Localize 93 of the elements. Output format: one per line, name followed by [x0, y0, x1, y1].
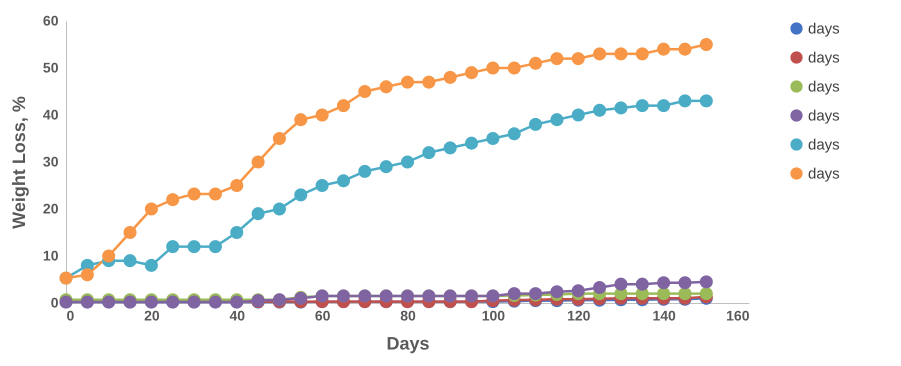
legend-label: days	[808, 78, 840, 96]
point	[465, 136, 478, 150]
point	[572, 108, 585, 122]
point	[422, 146, 436, 160]
point	[678, 42, 692, 56]
point	[444, 70, 457, 84]
point	[272, 132, 286, 146]
point	[444, 141, 457, 154]
point	[400, 76, 414, 89]
y-tick-label: 50	[42, 60, 59, 76]
point	[550, 113, 564, 126]
point	[678, 94, 692, 108]
point	[380, 160, 393, 174]
point	[593, 280, 606, 294]
point	[208, 240, 222, 254]
point	[593, 47, 606, 60]
point	[188, 187, 201, 200]
point	[144, 258, 158, 272]
x-tick-label: 160	[726, 308, 750, 324]
point	[294, 113, 308, 126]
point	[550, 52, 564, 66]
x-tick-label: 20	[144, 308, 160, 324]
point	[678, 287, 692, 300]
point	[422, 76, 436, 89]
legend-label: days	[808, 166, 840, 182]
point	[486, 132, 500, 146]
y-tick-label: 30	[42, 154, 59, 170]
legend-label: days	[808, 108, 840, 124]
point	[80, 268, 94, 282]
x-tick-label: 120	[567, 308, 591, 324]
x-tick-label: 40	[229, 308, 246, 324]
point	[636, 99, 649, 112]
point	[636, 47, 649, 60]
point	[400, 155, 414, 169]
point	[380, 80, 393, 94]
y-tick-label: 0	[50, 294, 59, 310]
point	[700, 287, 713, 300]
x-tick-label: 80	[400, 308, 416, 324]
point	[657, 99, 670, 112]
point	[144, 202, 158, 216]
point	[336, 174, 350, 188]
point	[230, 226, 244, 240]
y-tick-label: 60	[42, 12, 59, 28]
point	[316, 178, 329, 192]
y-axis-title: Weight Loss, %	[8, 96, 29, 229]
y-tick-label: 10	[42, 248, 59, 264]
legend-label: days	[808, 20, 840, 38]
y-tick-label: 20	[42, 200, 59, 216]
x-tick-label: 140	[652, 308, 676, 324]
point	[572, 52, 585, 66]
point	[294, 188, 308, 202]
point	[550, 285, 564, 298]
y-tick-label: 40	[42, 106, 59, 122]
point	[614, 47, 628, 60]
point	[529, 56, 542, 70]
point	[124, 226, 137, 240]
point	[678, 276, 692, 290]
x-axis-title: Days	[386, 334, 430, 354]
point	[166, 193, 180, 206]
legend-label: days	[808, 136, 840, 154]
point	[529, 118, 542, 131]
legend-label: days	[808, 50, 840, 66]
point	[700, 275, 713, 288]
point	[252, 207, 265, 220]
point	[700, 94, 713, 108]
point	[657, 287, 670, 300]
point	[336, 99, 350, 112]
point	[508, 61, 521, 75]
point	[208, 187, 222, 200]
point	[508, 127, 521, 140]
point	[252, 155, 265, 169]
point	[614, 101, 628, 114]
point	[188, 240, 201, 254]
point	[124, 254, 137, 268]
point	[358, 84, 372, 98]
point	[230, 178, 244, 192]
point	[572, 284, 585, 298]
point	[486, 61, 500, 75]
x-tick-label: 0	[66, 308, 74, 324]
point	[272, 202, 286, 216]
point	[657, 42, 670, 56]
point	[316, 108, 329, 122]
point	[614, 278, 628, 291]
x-tick-label: 60	[314, 308, 331, 324]
point	[700, 38, 713, 52]
point	[166, 240, 180, 254]
point	[465, 66, 478, 80]
point	[593, 104, 606, 117]
point	[636, 278, 649, 291]
point	[102, 249, 116, 263]
x-tick-label: 100	[482, 308, 506, 324]
point	[657, 276, 670, 290]
point	[358, 164, 372, 178]
